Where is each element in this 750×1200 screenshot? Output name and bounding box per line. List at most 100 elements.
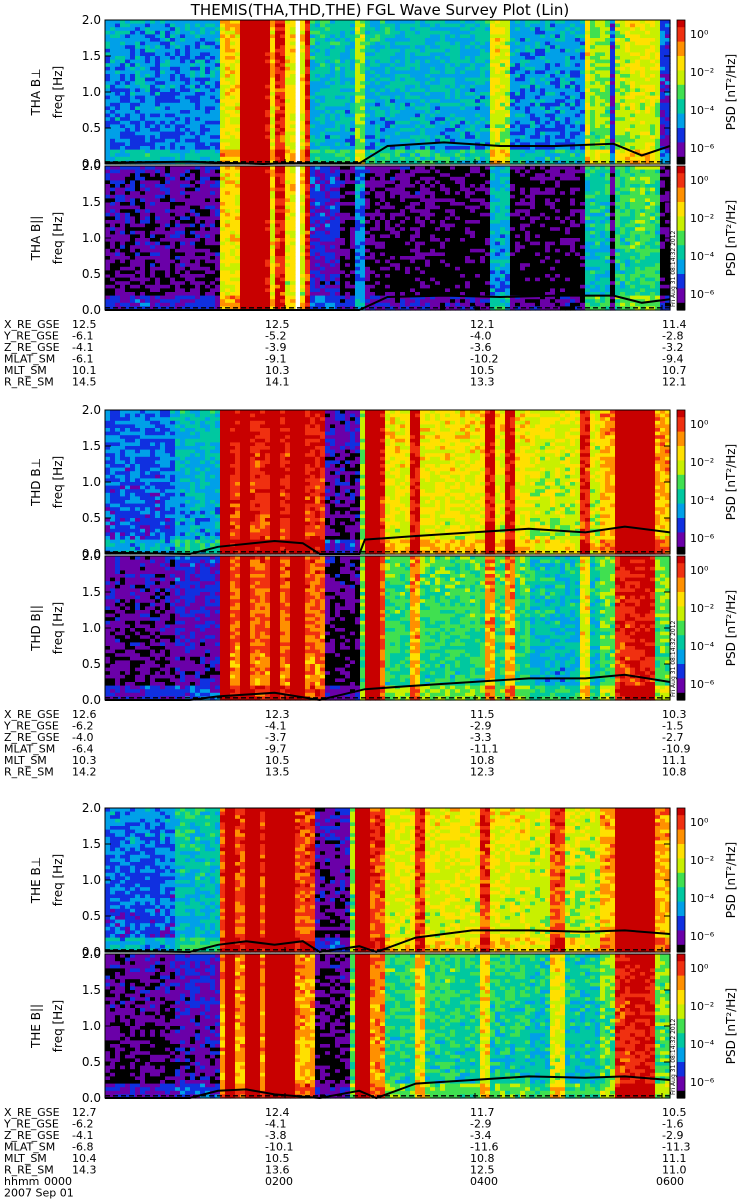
colorbar-tick-label: 10⁻⁶ xyxy=(690,288,715,301)
colorbar-swatch xyxy=(677,923,685,928)
colorbar-swatch xyxy=(677,566,685,571)
colorbar-swatch xyxy=(677,930,685,935)
ephemeris-value: -3.7 xyxy=(265,731,286,744)
colorbar-swatch xyxy=(677,435,685,440)
ephemeris-value: 10.5 xyxy=(265,754,290,767)
ephemeris-value: 10.5 xyxy=(662,1106,687,1119)
spectrogram-cells xyxy=(105,410,671,555)
y-tick-label: 2.0 xyxy=(82,403,101,417)
colorbar-swatch xyxy=(677,464,685,469)
colorbar-swatch xyxy=(677,592,685,597)
ephemeris-value: 11.1 xyxy=(662,754,687,767)
colorbar-tick-label: 10⁻² xyxy=(690,212,714,225)
ephemeris-value: 12.5 xyxy=(265,318,290,331)
ephemeris-value: -3.9 xyxy=(265,341,286,354)
ephemeris-value: -4.1 xyxy=(265,720,286,733)
colorbar-swatch xyxy=(677,510,685,515)
spectrogram-panel-the-par: 0.0 0.5 1.0 1.5 2.0 THE B|| freq [Hz] xyxy=(29,947,671,1105)
ephemeris-value: 14.3 xyxy=(72,1164,97,1177)
colorbar-swatch xyxy=(677,559,685,564)
colorbar-swatch xyxy=(677,102,685,107)
y-tick-label: 2.0 xyxy=(82,159,101,173)
colorbar-swatch xyxy=(677,92,685,97)
ephemeris-value: -10.2 xyxy=(470,353,498,366)
y-axis-label: freq [Hz] xyxy=(51,854,65,906)
colorbar-swatch xyxy=(677,844,685,849)
colorbar-swatch xyxy=(677,20,685,25)
colorbar-swatch xyxy=(677,180,685,185)
colorbar-swatch xyxy=(677,227,685,232)
spectrogram-cells xyxy=(105,808,671,953)
colorbar-swatch xyxy=(677,212,685,217)
ephemeris-value: 14.1 xyxy=(265,376,290,389)
colorbar-frame xyxy=(676,555,686,701)
colorbar-swatch xyxy=(677,77,685,82)
colorbar-swatch xyxy=(677,238,685,243)
y-axis-label: freq [Hz] xyxy=(51,212,65,264)
colorbar-swatch xyxy=(677,588,685,593)
panel-label: THA B|| xyxy=(29,216,43,262)
colorbar-tick-label: 10⁻² xyxy=(690,602,714,615)
colorbar-swatch xyxy=(677,851,685,856)
colorbar-swatch xyxy=(677,446,685,451)
ephemeris-value: -4.1 xyxy=(72,1129,93,1142)
colorbar-swatch xyxy=(677,905,685,910)
colorbar-swatch xyxy=(677,220,685,225)
colorbar-swatch xyxy=(677,1044,685,1049)
colorbar-swatch xyxy=(677,664,685,669)
colorbar-swatch xyxy=(677,836,685,841)
ephemeris-value: 10.3 xyxy=(265,364,290,377)
colorbar-swatch xyxy=(677,149,685,154)
colorbar-swatch xyxy=(677,106,685,111)
colorbar-swatch xyxy=(677,428,685,433)
colorbar-swatch xyxy=(677,81,685,86)
ephemeris-value: -9.1 xyxy=(265,353,286,366)
colorbar-swatch xyxy=(677,266,685,271)
colorbar-swatch xyxy=(677,500,685,505)
colorbar-swatch xyxy=(677,27,685,32)
ephemeris-value: -6.2 xyxy=(72,1118,93,1131)
colorbar-label: PSD [nT²/Hz] xyxy=(724,988,738,1064)
colorbar-swatch xyxy=(677,514,685,519)
colorbar-swatch xyxy=(677,202,685,207)
y-axis-label: freq [Hz] xyxy=(51,602,65,654)
colorbar-swatch xyxy=(677,880,685,885)
spectrogram-panel-thd-par: 0.0 0.5 1.0 1.5 2.0 THD B|| freq [Hz] xyxy=(29,549,671,707)
colorbar-swatch xyxy=(677,1090,685,1095)
ephemeris-table-the: X_RE_GSE 12.7 12.4 11.7 10.5Y_RE_GSE -6.2 -4.1… xyxy=(3,1106,690,1200)
ephemeris-value: 10.7 xyxy=(662,364,687,377)
colorbar-swatch xyxy=(677,613,685,618)
y-tick-label: 0.0 xyxy=(82,693,101,707)
colorbar-swatch xyxy=(677,456,685,461)
ephemeris-value: 14.2 xyxy=(72,766,97,779)
colorbar-swatch xyxy=(677,413,685,418)
x-tick-label: 0600 xyxy=(656,1175,684,1188)
colorbar-swatch xyxy=(677,642,685,647)
ephemeris-value: -2.9 xyxy=(662,1129,683,1142)
spectrogram-panel-the-perp: 0.0 0.5 1.0 1.5 2.0 THE B⊥ freq [Hz] xyxy=(29,801,671,959)
ephemeris-value: -9.4 xyxy=(662,353,683,366)
colorbar-swatch xyxy=(677,467,685,472)
colorbar-swatch xyxy=(677,1040,685,1045)
colorbar-swatch xyxy=(677,74,685,79)
panel-label: THA B⊥ xyxy=(29,68,43,116)
colorbar-swatch xyxy=(677,489,685,494)
ephemeris-value: 10.8 xyxy=(662,766,687,779)
ephemeris-value: 11.1 xyxy=(662,1152,687,1165)
colorbar-swatch xyxy=(677,944,685,949)
y-tick-label: 0.0 xyxy=(82,547,101,561)
y-tick-label: 0.0 xyxy=(82,303,101,317)
colorbar-swatch xyxy=(677,52,685,57)
colorbar-swatch xyxy=(677,854,685,859)
colorbar-swatch xyxy=(677,671,685,676)
colorbar-swatch xyxy=(677,1051,685,1056)
ephemeris-value: 10.5 xyxy=(470,364,495,377)
ephemeris-value: -3.8 xyxy=(265,1129,286,1142)
colorbar-label: PSD [nT²/Hz] xyxy=(724,842,738,918)
colorbar-swatch xyxy=(677,205,685,210)
colorbar: 10⁰ 10⁻² 10⁻⁴ 10⁻⁶ PSD [nT²/Hz] xyxy=(676,19,738,165)
colorbar-swatch xyxy=(677,649,685,654)
ephemeris-row-label: R_RE_SM xyxy=(4,1164,54,1177)
ephemeris-value: 12.1 xyxy=(662,376,687,389)
ephemeris-row-label: MLT_SM xyxy=(4,1152,47,1165)
